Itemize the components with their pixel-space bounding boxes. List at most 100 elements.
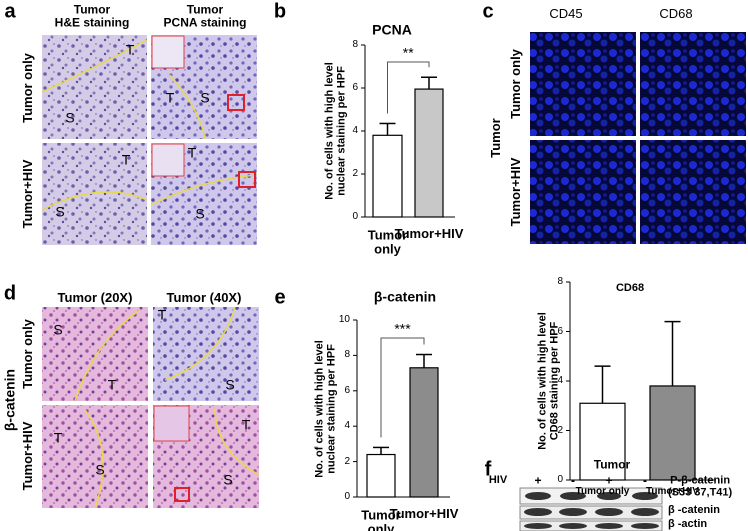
- hiv-status: +: [605, 473, 613, 488]
- band-label: β -actin: [668, 518, 708, 531]
- bar: [414, 88, 444, 218]
- micrograph: [42, 405, 148, 508]
- region-mark: S: [95, 461, 105, 478]
- boundary: [150, 174, 258, 206]
- region-mark: S: [200, 89, 210, 106]
- y-axis-label: No. of cells with high level nuclear sta…: [313, 339, 337, 478]
- micrographs: [41, 32, 746, 509]
- row-label: Tumor only: [508, 49, 524, 119]
- hiv-status: -: [643, 473, 647, 488]
- region-mark: S: [65, 109, 75, 126]
- row-label: Tumor only: [20, 53, 36, 123]
- bar: [372, 134, 403, 218]
- y-tick-label: 6: [344, 384, 350, 396]
- column-header: Tumor H&E staining: [54, 2, 130, 29]
- boundary: [84, 409, 104, 509]
- y-tick-label: 10: [338, 313, 350, 325]
- region-mark: T: [241, 416, 251, 433]
- region-mark: T: [53, 429, 63, 446]
- panel-label: e: [274, 286, 286, 309]
- panel-label: a: [4, 0, 16, 23]
- chart-title: CD68: [615, 282, 645, 295]
- inset: [151, 143, 185, 177]
- bar: [649, 385, 696, 481]
- panel-label: d: [3, 282, 17, 305]
- y-tick-label: 6: [557, 325, 563, 337]
- y-tick-label: 4: [557, 374, 563, 386]
- micrograph: [42, 143, 147, 245]
- western-blot: [519, 487, 663, 531]
- boundary: [74, 309, 141, 402]
- boundary: [41, 191, 148, 211]
- column-header: CD68: [659, 6, 693, 22]
- group-label: Tumor: [593, 457, 631, 472]
- chart-title: β-catenin: [373, 288, 437, 305]
- region-mark: T: [165, 89, 175, 106]
- column-header: Tumor PCNA staining: [163, 2, 247, 29]
- x-tick-label: Tumor+HIV: [394, 226, 464, 242]
- column-header: Tumor (20X): [57, 290, 133, 306]
- micrograph: [530, 140, 636, 244]
- y-tick-label: 4: [352, 124, 358, 136]
- region-mark: S: [195, 205, 205, 222]
- band-label: β -catenin: [668, 504, 720, 517]
- region-mark: T: [107, 376, 117, 393]
- y-tick-label: 0: [352, 210, 358, 222]
- row-label: Tumor+HIV: [20, 159, 36, 229]
- x-tick-label: Tumor only: [361, 507, 401, 531]
- x-tick-label: Tumor only: [367, 227, 408, 256]
- micrograph: [640, 32, 746, 136]
- x-tick-label: Tumor+HIV: [646, 485, 699, 497]
- y-axis-label: No. of cells with high level nuclear sta…: [323, 62, 347, 200]
- column-header: CD45: [549, 6, 583, 22]
- panel-label: f: [484, 458, 492, 481]
- bands: [524, 492, 659, 529]
- panel-label: b: [273, 0, 287, 23]
- micrograph: [530, 32, 636, 136]
- region-mark: T: [187, 144, 197, 161]
- boundary: [164, 306, 236, 381]
- chart-title: PCNA: [372, 21, 412, 38]
- hiv-status: +: [534, 473, 542, 488]
- bar: [409, 367, 439, 498]
- y-tick-label: 6: [352, 81, 358, 93]
- y-tick-label: 8: [352, 38, 358, 50]
- row-label: Tumor only: [20, 319, 36, 389]
- boundary: [169, 74, 206, 140]
- bar: [579, 402, 626, 481]
- region-mark: S: [223, 471, 233, 488]
- region-mark: T: [121, 151, 131, 168]
- row-label: Tumor+HIV: [20, 421, 36, 491]
- inset-box: [238, 171, 256, 188]
- significance-bracket: [387, 61, 430, 114]
- hiv-status: -: [571, 473, 575, 488]
- blot: [519, 487, 663, 505]
- band-label: P-β-catenin (S33 37,T41): [668, 474, 733, 498]
- y-tick-label: 0: [344, 490, 350, 502]
- boundary: [214, 407, 260, 476]
- column-header: Tumor (40X): [166, 290, 242, 306]
- panel-label: c: [482, 0, 494, 23]
- row-label: Tumor+HIV: [508, 157, 524, 227]
- inset: [153, 405, 190, 442]
- y-tick-label: 2: [557, 424, 563, 436]
- y-tick-label: 2: [352, 167, 358, 179]
- micrograph: [42, 35, 147, 139]
- inset-box: [174, 487, 190, 502]
- region-mark: S: [53, 321, 63, 338]
- boundary: [41, 39, 148, 93]
- significance: **: [402, 44, 414, 61]
- region-mark: S: [55, 203, 65, 220]
- bar: [366, 453, 396, 498]
- inset: [151, 35, 185, 69]
- micrograph: [640, 140, 746, 244]
- group-label: Tumor: [488, 118, 504, 158]
- y-tick-label: 8: [344, 349, 350, 361]
- significance-bracket: [380, 337, 425, 438]
- blot: [519, 505, 663, 520]
- x-tick-label: Tumor+HIV: [389, 506, 459, 522]
- micrograph: [153, 307, 259, 401]
- inset-box: [227, 94, 245, 111]
- hiv-label: HIV: [488, 474, 508, 487]
